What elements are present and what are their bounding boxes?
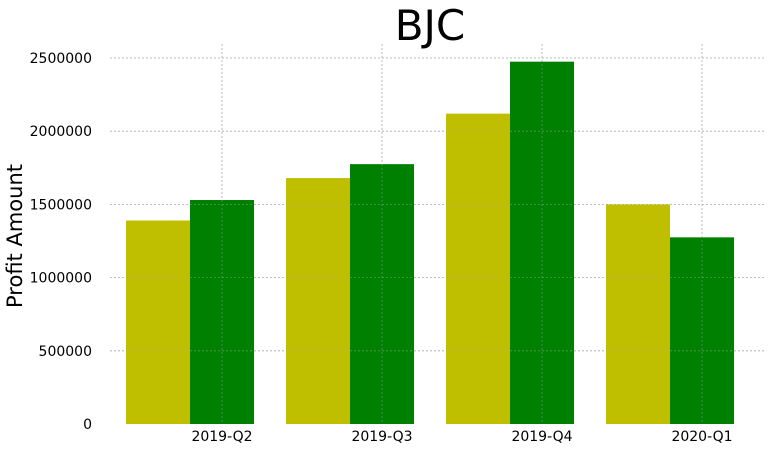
y-tick-label: 1000000	[30, 271, 92, 287]
y-tick-label: 0	[83, 417, 92, 433]
bar-series-1-2019-Q4	[446, 113, 510, 424]
bar-series-1-2020-Q1	[606, 204, 670, 424]
bar-series-1-2019-Q2	[126, 220, 190, 424]
y-tick-label: 1500000	[30, 197, 92, 213]
chart-title: BJC	[395, 1, 466, 50]
y-tick-label: 2500000	[30, 51, 92, 67]
bar-series-2-2019-Q4	[510, 61, 574, 424]
bars	[110, 44, 766, 424]
x-axis-ticks: 2019-Q2 2019-Q3 2019-Q4 2020-Q1	[191, 429, 732, 445]
x-tick-label: 2019-Q2	[191, 429, 252, 445]
y-axis-label: Profit Amount	[3, 164, 27, 308]
x-tick-label: 2019-Q4	[511, 429, 572, 445]
y-tick-label: 500000	[39, 344, 92, 360]
bar-series-1-2019-Q3	[286, 178, 350, 424]
y-axis-ticks: 0 500000 1000000 1500000 2000000 2500000	[30, 51, 92, 433]
x-tick-label: 2020-Q1	[671, 429, 732, 445]
y-tick-label: 2000000	[30, 124, 92, 140]
x-tick-label: 2019-Q3	[351, 429, 412, 445]
